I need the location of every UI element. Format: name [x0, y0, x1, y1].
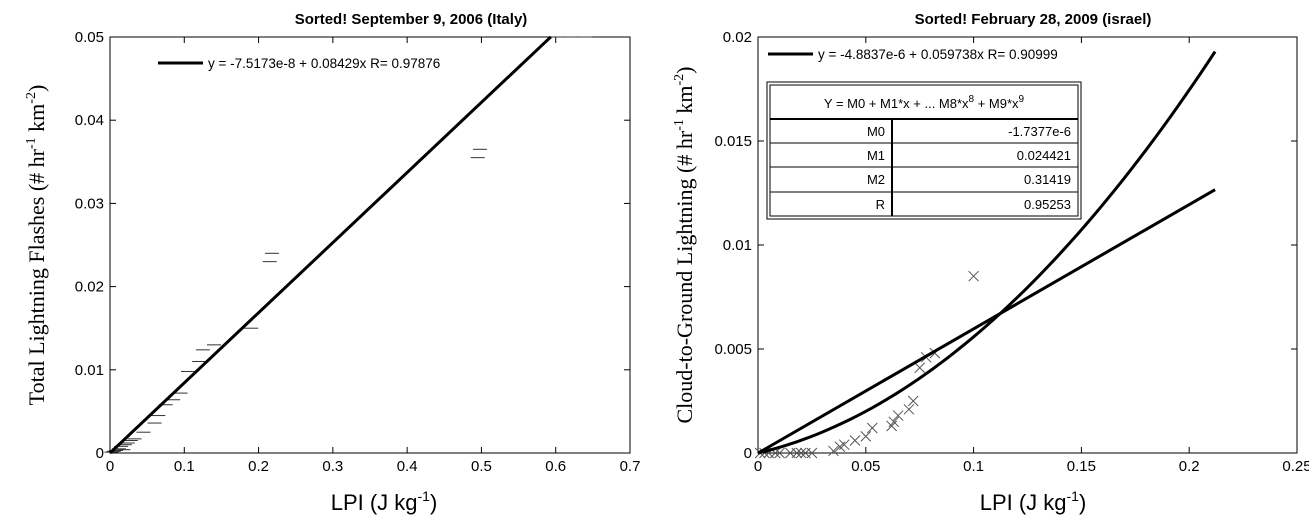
coefficient-value: 0.024421: [1017, 148, 1071, 163]
data-point: [968, 270, 979, 282]
right-y-tick-label: 0: [744, 445, 752, 462]
coefficient-name: M0: [867, 124, 885, 139]
coefficient-table-outer: [766, 81, 1082, 220]
left-x-tick-label: 0.7: [620, 458, 641, 475]
left-fit-line-group: [108, 35, 552, 455]
left-y-tick-label: 0: [96, 445, 104, 462]
right-x-axis: 0 0.05 0.1 0.15 0.2 0.25: [754, 37, 1309, 475]
right-x-tick-label: 0.2: [1179, 458, 1200, 475]
right-y-tick-label: 0.005: [714, 341, 752, 358]
right-y-tick-label: 0.015: [714, 133, 752, 150]
data-point: [828, 445, 839, 457]
left-plot-frame: [109, 36, 631, 454]
left-x-tick-label: 0.2: [248, 458, 269, 475]
right-chart: Sorted! February 28, 2009 (israel) 0 0.00…: [672, 11, 1309, 515]
left-x-tick-label: 0.5: [471, 458, 492, 475]
right-x-tick-label: 0.25: [1282, 458, 1309, 475]
coefficient-name: R: [876, 197, 885, 212]
right-poly-fit-group: [757, 50, 1217, 455]
coefficient-value: 0.95253: [1024, 197, 1071, 212]
coefficient-name: M1: [867, 148, 885, 163]
coefficient-value: -1.7377e-6: [1008, 124, 1071, 139]
right-y-tick-label: 0.01: [723, 237, 752, 254]
right-x-tick-label: 0.05: [851, 458, 880, 475]
left-x-tick-label: 0: [106, 458, 114, 475]
data-point: [791, 447, 803, 459]
data-point: [860, 431, 872, 442]
right-legend: y = -4.8837e-6 + 0.059738x R= 0.90999: [768, 47, 1058, 62]
left-y-tick-label: 0.03: [75, 195, 104, 212]
left-x-tick-label: 0.1: [174, 458, 195, 475]
data-point: [903, 403, 915, 415]
data-point: [914, 362, 926, 374]
left-y-axis-label: Total Lightning Flashes (# hr-1 km-2): [24, 85, 49, 406]
left-y-axis: 0 0.01 0.02 0.03 0.04 0.05: [75, 29, 630, 462]
coefficient-value: 0.31419: [1024, 172, 1071, 187]
left-y-tick-label: 0.01: [75, 362, 104, 379]
right-poly-fit-curve: [757, 50, 1217, 455]
left-chart: Sorted! September 9, 2006 (Italy) 00.010…: [24, 11, 640, 515]
right-legend-label: y = -4.8837e-6 + 0.059738x R= 0.90999: [818, 47, 1058, 62]
right-data-points: [754, 270, 979, 459]
left-x-tick-label: 0.3: [322, 458, 343, 475]
left-y-tick-label: 0.02: [75, 279, 104, 296]
right-y-axis-label: Cloud-to-Ground Lightning (# hr-1 km-2): [672, 67, 697, 424]
left-chart-title: Sorted! September 9, 2006 (Italy): [295, 11, 528, 28]
left-legend: y = -7.5173e-8 + 0.08429x R= 0.97876: [158, 56, 440, 71]
right-y-axis: 0 0.005 0.01 0.015 0.02: [714, 29, 1297, 462]
data-point: [849, 435, 861, 446]
left-fit-line: [108, 35, 552, 455]
data-point: [795, 447, 807, 459]
data-point: [907, 395, 919, 407]
data-point: [888, 416, 900, 428]
right-y-tick-label: 0.02: [723, 29, 752, 46]
left-x-axis-label: LPI (J kg-1): [331, 488, 438, 515]
right-chart-title: Sorted! February 28, 2009 (israel): [915, 11, 1152, 28]
coefficient-table-header: Y = M0 + M1*x + ... M8*x8 + M9*x9: [824, 94, 1025, 111]
data-point: [838, 439, 850, 451]
left-x-tick-label: 0.6: [545, 458, 566, 475]
right-x-tick-label: 0.15: [1067, 458, 1096, 475]
coefficient-table: Y = M0 + M1*x + ... M8*x8 + M9*x9 M0 -1.…: [766, 81, 1082, 220]
data-point: [866, 422, 878, 434]
left-legend-label: y = -7.5173e-8 + 0.08429x R= 0.97876: [208, 56, 440, 71]
right-x-tick-label: 0.1: [963, 458, 984, 475]
coefficient-name: M2: [867, 172, 885, 187]
right-fit-line-group: [757, 188, 1216, 455]
left-y-tick-label: 0.04: [75, 112, 104, 129]
left-x-axis: 0 0.1 0.2 0.3 0.4 0.5 0.6 0.7: [106, 37, 641, 475]
right-fit-line: [757, 188, 1216, 455]
left-x-tick-label: 0.4: [397, 458, 418, 475]
data-point: [892, 410, 904, 421]
right-x-tick-label: 0: [754, 458, 762, 475]
left-y-tick-label: 0.05: [75, 29, 104, 46]
right-x-axis-label: LPI (J kg-1): [980, 488, 1087, 515]
coefficient-table-inner: [769, 84, 1079, 217]
data-point: [806, 447, 818, 459]
